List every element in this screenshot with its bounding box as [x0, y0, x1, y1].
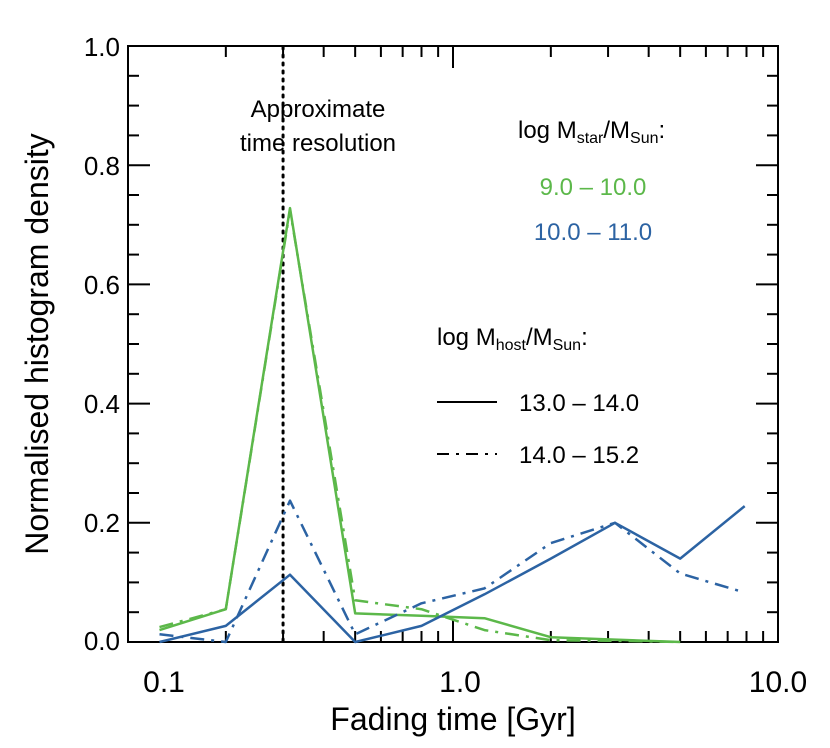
- legend-mhost-entry-dashdot: 14.0 – 15.2: [519, 442, 639, 469]
- y-tick-label: 0.0: [84, 626, 120, 656]
- series-line-blue-dashdot: [159, 499, 746, 644]
- axis-ticks: [127, 45, 779, 643]
- legend-mhost-title: log Mhost/MSun:: [437, 324, 588, 354]
- x-axis-label: Fading time [Gyr]: [330, 701, 575, 737]
- legend-mhost: log Mhost/MSun: 13.0 – 14.0 14.0 – 15.2: [437, 324, 639, 469]
- legend-mstar-title: log Mstar/MSun:: [518, 117, 665, 147]
- y-tick-label: 0.6: [84, 270, 120, 300]
- series-line-blue-solid: [159, 505, 746, 644]
- series-line-green-solid: [159, 206, 681, 644]
- series-group: [159, 206, 746, 644]
- time-resolution-label-line2: time resolution: [240, 130, 396, 157]
- legend-mstar-entry-blue: 10.0 – 11.0: [534, 219, 652, 246]
- y-tick-label: 1.0: [84, 32, 120, 62]
- y-tick-label: 0.2: [84, 508, 120, 538]
- x-tick-label: 0.1: [143, 666, 185, 699]
- y-tick-label: 0.8: [84, 151, 120, 181]
- y-axis-label: Normalised histogram density: [19, 133, 55, 555]
- legend-mstar: log Mstar/MSun: 9.0 – 10.0 10.0 – 11.0: [518, 117, 665, 246]
- legend-mstar-entry-green: 9.0 – 10.0: [540, 174, 647, 201]
- time-resolution-label-line1: Approximate: [251, 96, 386, 123]
- legend-mhost-entry-solid: 13.0 – 14.0: [519, 390, 639, 417]
- y-tick-label: 0.4: [84, 389, 120, 419]
- series-line-green-dashdot: [159, 208, 681, 644]
- x-tick-label: 10.0: [749, 666, 807, 699]
- x-tick-label: 1.0: [439, 666, 481, 699]
- x-tick-labels: 0.1 1.0 10.0: [143, 666, 807, 699]
- y-tick-labels: 0.0 0.2 0.4 0.6 0.8 1.0: [84, 32, 120, 656]
